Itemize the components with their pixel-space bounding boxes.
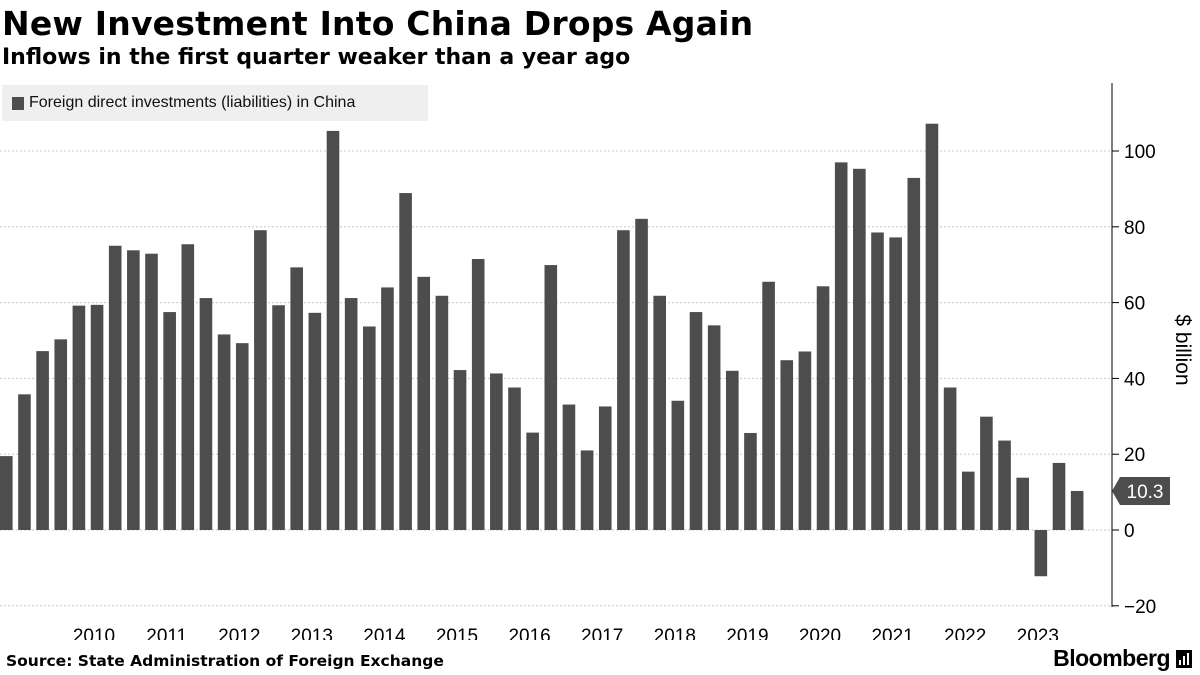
bar xyxy=(363,326,376,530)
bar xyxy=(961,471,975,530)
bar xyxy=(544,265,558,530)
bar xyxy=(254,230,267,530)
bar xyxy=(490,373,503,530)
bar xyxy=(199,298,213,530)
bar xyxy=(780,360,794,530)
bar xyxy=(127,250,140,531)
last-value-box xyxy=(1112,476,1170,505)
chart-title: New Investment Into China Drops Again xyxy=(2,4,754,43)
bar xyxy=(707,325,721,530)
bar xyxy=(1070,490,1084,530)
bar xyxy=(580,450,594,530)
y-tick-label: 40 xyxy=(1124,369,1145,390)
y-tick-label: 100 xyxy=(1124,142,1156,163)
y-axis-title: $ billion xyxy=(1171,314,1194,385)
bar xyxy=(54,339,68,530)
x-tick-label: 2019 xyxy=(726,626,768,640)
bar xyxy=(145,253,158,530)
bar xyxy=(726,370,739,530)
bar xyxy=(36,351,49,530)
x-tick-label: 2023 xyxy=(1017,626,1059,640)
bar xyxy=(889,237,902,530)
bar xyxy=(163,312,176,530)
bar xyxy=(925,123,939,531)
bar xyxy=(290,267,303,530)
bar xyxy=(1016,477,1029,530)
bar xyxy=(181,244,195,531)
bar xyxy=(0,456,13,531)
bar xyxy=(853,168,866,530)
source-note: Source: State Administration of Foreign … xyxy=(6,652,444,670)
bar xyxy=(598,406,612,530)
y-tick-label: 20 xyxy=(1124,445,1145,466)
bar xyxy=(453,370,467,530)
bar xyxy=(308,312,322,530)
terminal-icon xyxy=(1176,649,1192,668)
bar xyxy=(744,432,757,530)
x-tick-label: 2014 xyxy=(363,626,406,640)
bar xyxy=(18,394,31,530)
x-tick-label: 2015 xyxy=(436,626,478,640)
bar xyxy=(653,295,666,530)
x-tick-label: 2016 xyxy=(508,626,550,640)
bar xyxy=(907,177,921,530)
bar xyxy=(798,351,812,530)
bar xyxy=(508,387,521,530)
x-tick-label: 2021 xyxy=(871,626,913,640)
bar xyxy=(90,304,104,530)
legend-swatch xyxy=(12,96,24,110)
last-value-label: 10.3 xyxy=(1127,482,1164,503)
brand-wordmark: Bloomberg xyxy=(1053,645,1170,671)
bar xyxy=(399,193,412,530)
bar xyxy=(1052,462,1066,530)
bar xyxy=(562,404,576,530)
bar xyxy=(834,162,848,530)
x-tick-label: 2018 xyxy=(654,626,696,640)
y-tick-label: −20 xyxy=(1124,597,1156,618)
bar xyxy=(689,312,703,530)
bar xyxy=(617,230,630,530)
bar-chart: −20 0 20 40 60 80 100 $ billion 2010 2011 2012 2013… xyxy=(0,83,1194,640)
bar xyxy=(871,232,884,531)
chart-subtitle: Inflows in the first quarter weaker than… xyxy=(2,45,631,70)
bar xyxy=(943,387,957,530)
bar xyxy=(108,245,122,530)
bar xyxy=(417,276,431,530)
bar xyxy=(72,305,86,530)
bar xyxy=(235,343,249,530)
legend: Foreign direct investments (liabilities)… xyxy=(2,85,428,121)
bar xyxy=(1034,530,1048,577)
bar xyxy=(272,305,285,530)
bar xyxy=(381,287,394,530)
y-tick-label: 80 xyxy=(1124,218,1145,239)
bar xyxy=(980,416,993,530)
bar xyxy=(762,281,775,530)
bar xyxy=(435,295,449,530)
x-tick-label: 2013 xyxy=(291,626,333,640)
bar xyxy=(998,440,1011,530)
bar xyxy=(326,130,340,530)
brand-logo: Bloomberg xyxy=(1053,645,1192,672)
y-tick-label: 60 xyxy=(1124,294,1145,315)
x-tick-label: 2017 xyxy=(581,626,623,640)
legend-label: Foreign direct investments (liabilities)… xyxy=(29,94,356,111)
bar xyxy=(671,400,685,530)
bar xyxy=(217,334,231,530)
x-tick-label: 2022 xyxy=(944,626,986,640)
x-tick-label: 2011 xyxy=(146,626,187,640)
bar xyxy=(526,432,539,530)
bar xyxy=(816,286,830,530)
x-tick-label: 2010 xyxy=(73,626,115,640)
x-tick-label: 2012 xyxy=(218,626,260,640)
bar xyxy=(471,259,485,530)
bar xyxy=(635,218,648,530)
bar xyxy=(344,298,358,530)
x-tick-label: 2020 xyxy=(799,626,841,640)
y-tick-label: 0 xyxy=(1124,521,1135,542)
